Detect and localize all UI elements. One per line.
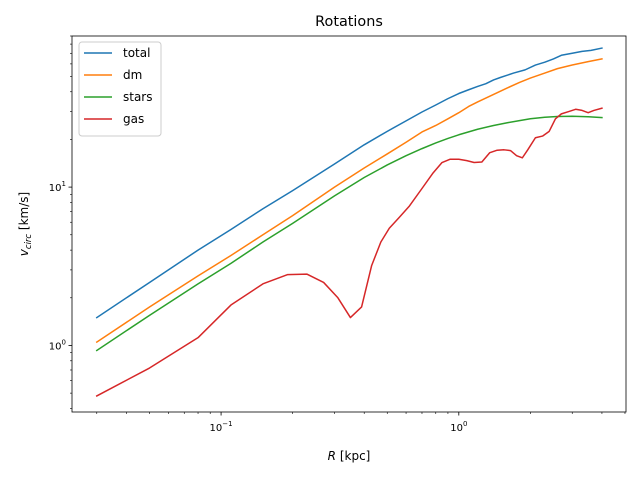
legend-label-total: total bbox=[123, 46, 150, 60]
y-tick-label: 100 bbox=[49, 338, 66, 352]
series-line-gas bbox=[95, 107, 603, 397]
legend-frame bbox=[78, 41, 162, 137]
x-tick-label: 100 bbox=[450, 420, 467, 434]
series-line-dm bbox=[95, 58, 603, 344]
axes-frame bbox=[71, 35, 627, 413]
series-line-total bbox=[95, 47, 603, 319]
legend-label-gas: gas bbox=[123, 112, 144, 126]
x-axis-label: R [kpc] bbox=[328, 449, 371, 463]
legend-label-stars: stars bbox=[123, 90, 153, 104]
legend: total dm stars gas bbox=[78, 41, 162, 137]
y-axis-label: vcirc [km/s] bbox=[17, 192, 34, 256]
x-tick-label: 10−1 bbox=[210, 420, 233, 434]
y-tick-label: 101 bbox=[49, 180, 66, 194]
chart-title: Rotations bbox=[315, 14, 383, 30]
series-line-stars bbox=[95, 115, 603, 352]
series-layer bbox=[95, 47, 603, 397]
legend-label-dm: dm bbox=[123, 68, 142, 82]
